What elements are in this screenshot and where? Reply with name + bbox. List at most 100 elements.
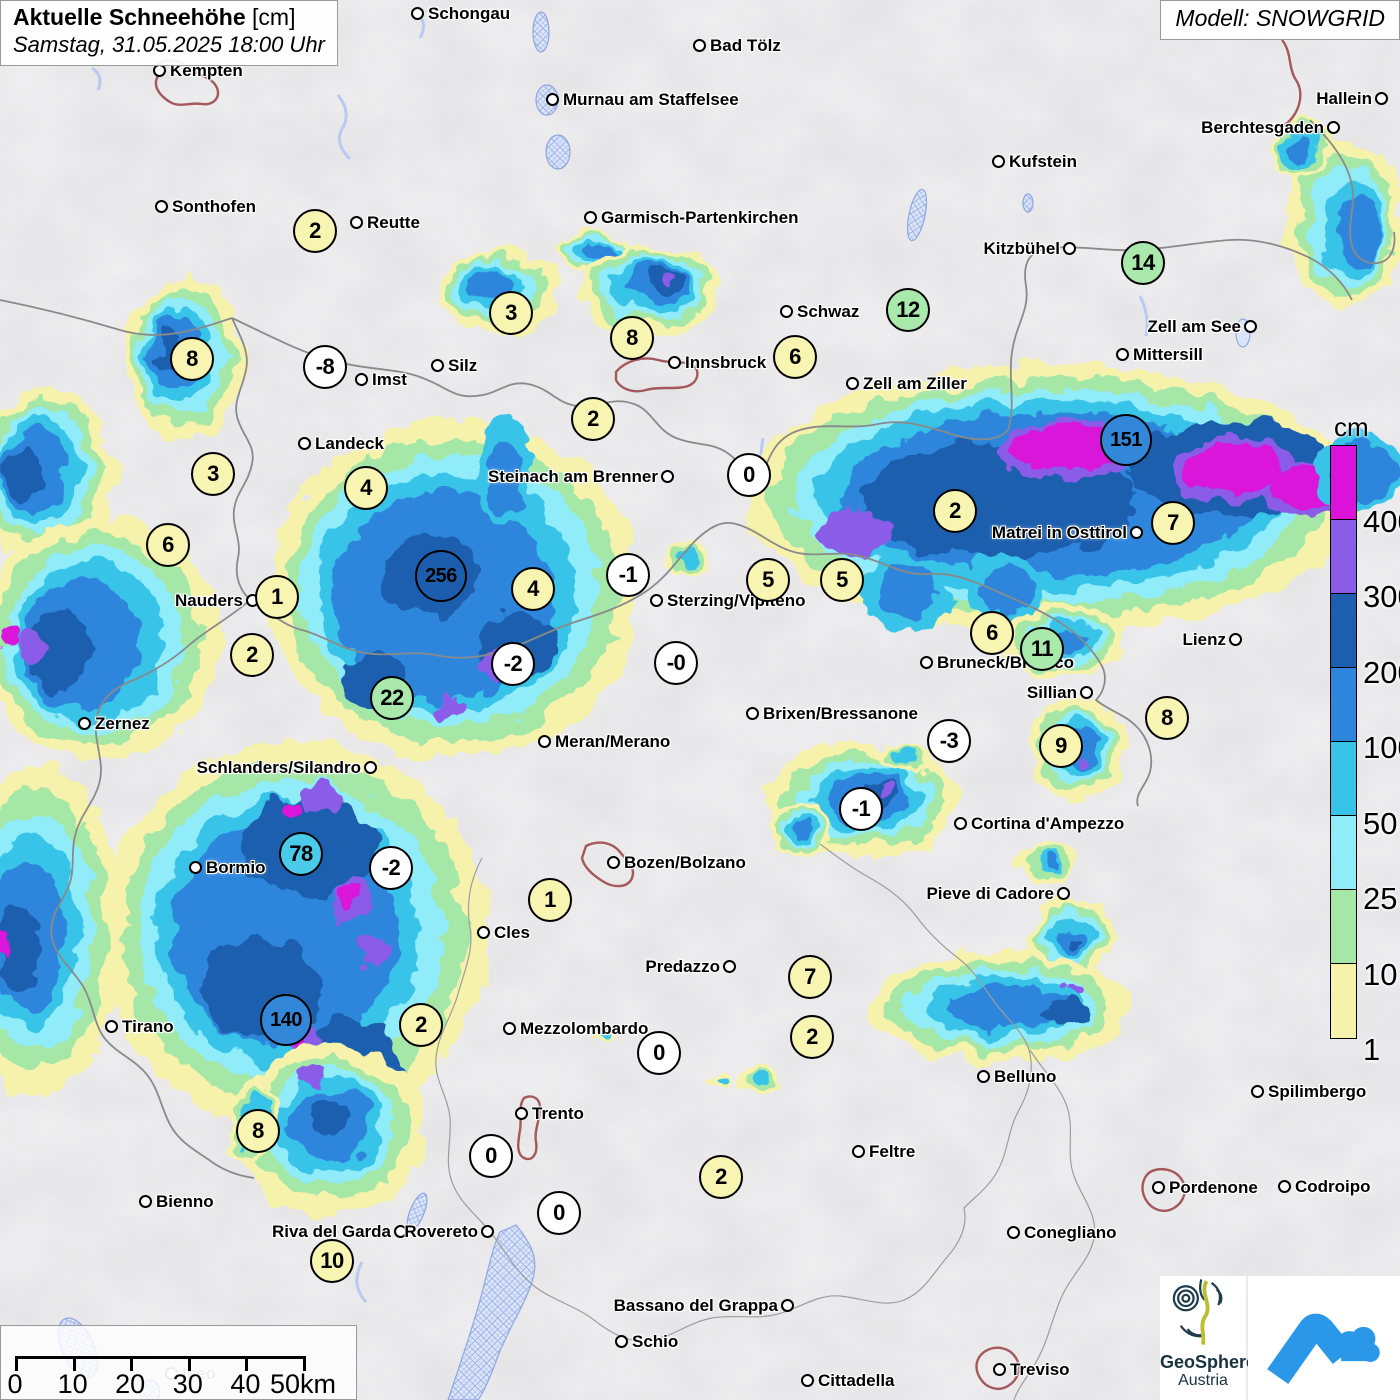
legend-tick-1: 1 [1363, 1032, 1381, 1067]
city-label: Sonthofen [172, 197, 257, 216]
station-value-badge: 14 [1121, 241, 1165, 285]
municipal-outlines [154, 39, 1302, 1390]
city-dot [155, 200, 168, 213]
station-value-badge: -2 [491, 642, 535, 686]
station-value-badge: 1 [255, 575, 299, 619]
city-dot [105, 1020, 118, 1033]
station-value-badge: 8 [610, 316, 654, 360]
city-dot [394, 1225, 407, 1238]
city-label: Imst [372, 370, 407, 389]
station-value-badge: -8 [303, 345, 347, 389]
city-dot [780, 305, 793, 318]
legend-tick-400: 400 [1363, 503, 1400, 539]
city-dot [723, 960, 736, 973]
city-label: Meran/Merano [555, 732, 671, 751]
city-dot [1229, 633, 1242, 646]
station-value-badge: -2 [369, 846, 413, 890]
station-value-badge: 8 [236, 1109, 280, 1153]
station-value-badge: 8 [1145, 696, 1189, 740]
city-label: Reutte [367, 213, 420, 232]
legend-tick-25: 25 [1363, 881, 1398, 916]
station-value-badge: 8 [170, 337, 214, 381]
city-label: Conegliano [1024, 1223, 1117, 1242]
station-value-badge: 140 [260, 994, 312, 1046]
station-value-badge: 2 [230, 633, 274, 677]
title-timestamp: Samstag, 31.05.2025 18:00 Uhr [13, 32, 325, 57]
station-value-badge: 0 [469, 1134, 513, 1178]
city-dot [1063, 242, 1076, 255]
city-dot [1251, 1085, 1264, 1098]
city-dot [954, 817, 967, 830]
scale-bar-line [15, 1356, 304, 1359]
title-box: Aktuelle Schneehöhe [cm] Samstag, 31.05.… [0, 0, 338, 66]
city-label: Bassano del Grappa [613, 1296, 778, 1315]
city-label: Cortina d'Ampezzo [971, 814, 1125, 833]
station-value-badge: -1 [606, 553, 650, 597]
city-label: Belluno [994, 1067, 1057, 1086]
partner-logo-box [1248, 1276, 1400, 1400]
station-value-badge: 2 [571, 397, 615, 441]
city-dot [1116, 348, 1129, 361]
station-value-badge: 4 [511, 567, 555, 611]
city-label: Codroipo [1295, 1177, 1371, 1196]
scale-label-40: 40 [230, 1369, 261, 1399]
station-value-badge: 22 [370, 676, 414, 720]
city-label: Kitzbühel [983, 239, 1061, 258]
city-label: Zell am Ziller [863, 374, 967, 393]
city-dot [1327, 121, 1340, 134]
legend-tick-10: 10 [1363, 956, 1398, 992]
city-dot [503, 1022, 516, 1035]
city-label: Rovereto [404, 1222, 478, 1241]
page-title: Aktuelle Schneehöhe [cm] [13, 4, 325, 31]
city-label: Berchtesgaden [1201, 118, 1324, 137]
model-label-box: Modell: SNOWGRID [1160, 0, 1400, 40]
legend-tick-200: 200 [1363, 654, 1400, 690]
model-label: Modell: SNOWGRID [1175, 5, 1385, 31]
station-value-badge: -1 [839, 787, 883, 831]
city-dot [693, 39, 706, 52]
city-dot [781, 1299, 794, 1312]
city-label: Tirano [122, 1017, 174, 1036]
city-label: Steinach am Brenner [487, 467, 658, 486]
city-label: Schongau [428, 4, 511, 23]
city-dot [661, 470, 674, 483]
city-label: Cittadella [818, 1371, 895, 1390]
scale-tick-30 [187, 1356, 191, 1371]
station-value-badge: 0 [637, 1031, 681, 1075]
city-dot [977, 1070, 990, 1083]
city-label: Mezzolombardo [520, 1019, 649, 1038]
city-label: Sillian [1026, 683, 1077, 702]
city-dot [846, 377, 859, 390]
city-label: Pieve di Cadore [926, 884, 1054, 903]
city-dot [298, 437, 311, 450]
legend-tick-300: 300 [1363, 579, 1400, 614]
station-value-badge: 6 [773, 335, 817, 379]
city-label: Garmisch-Partenkirchen [601, 208, 799, 227]
city-label: Schlanders/Silandro [196, 758, 361, 777]
scale-label-20: 20 [115, 1369, 146, 1399]
city-dot [1007, 1226, 1020, 1239]
station-value-badge: 2 [933, 489, 977, 533]
legend-band-400 [1330, 444, 1357, 521]
city-label: Nauders [174, 591, 243, 610]
legend-tick-50: 50 [1363, 805, 1398, 841]
geosphere-contour-icon [1172, 1279, 1223, 1345]
city-label: Predazzo [645, 957, 720, 976]
legend-colorbar [1330, 444, 1357, 1039]
city-dot [411, 7, 424, 20]
scale-tick-10 [72, 1356, 76, 1371]
station-value-badge: 1 [528, 878, 572, 922]
city-dot [1152, 1181, 1165, 1194]
city-label: Hallein [1316, 89, 1372, 108]
city-label: Trento [532, 1104, 584, 1123]
city-dot [801, 1374, 814, 1387]
legend-band-200 [1330, 592, 1357, 669]
legend-band-25 [1330, 815, 1357, 891]
scale-bar: 0 10 20 30 40 50km [0, 1325, 357, 1400]
station-value-badge: 7 [1151, 501, 1195, 545]
mountain-cloud-icon [1267, 1313, 1380, 1384]
station-value-badge: 2 [399, 1003, 443, 1047]
station-value-badge: 256 [415, 550, 467, 602]
city-dot [607, 856, 620, 869]
